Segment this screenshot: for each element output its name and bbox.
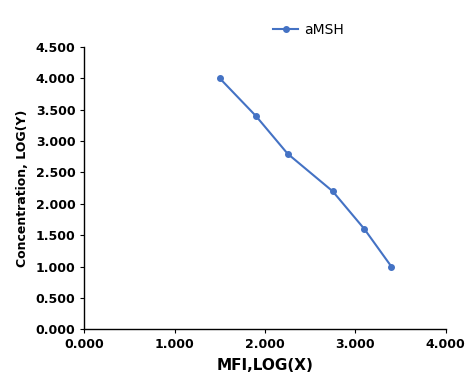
Y-axis label: Concentration, LOG(Y): Concentration, LOG(Y) bbox=[15, 109, 29, 267]
Legend: aMSH: aMSH bbox=[268, 17, 349, 42]
X-axis label: MFI,LOG(X): MFI,LOG(X) bbox=[217, 358, 313, 373]
aMSH bbox=[330, 189, 335, 194]
aMSH bbox=[362, 227, 367, 231]
aMSH bbox=[285, 151, 290, 156]
aMSH bbox=[253, 114, 259, 118]
aMSH bbox=[217, 76, 223, 81]
aMSH bbox=[388, 264, 394, 269]
Line: aMSH: aMSH bbox=[217, 76, 394, 269]
